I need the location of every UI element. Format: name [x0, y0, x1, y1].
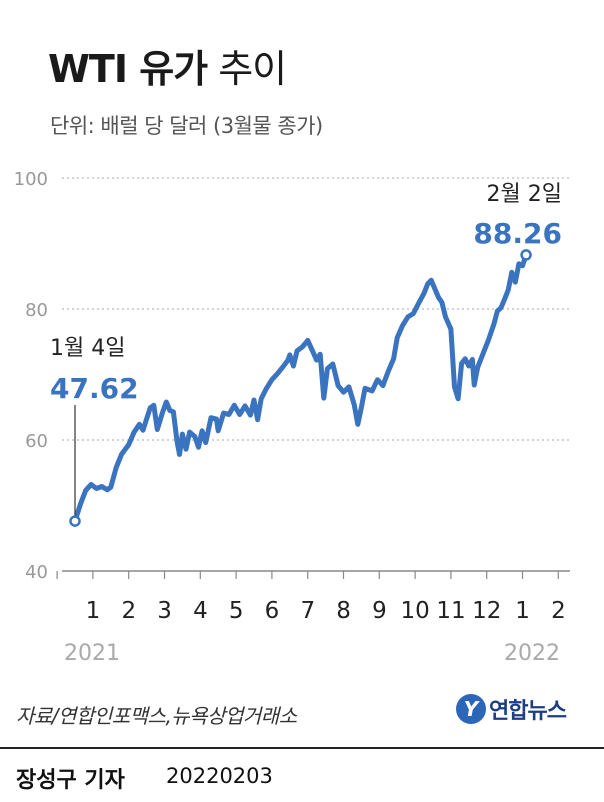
x-tick-label: 9 — [372, 598, 387, 624]
x-tick-label: 1 — [515, 598, 530, 624]
x-tick-label: 12 — [472, 598, 501, 624]
chart-title: WTI 유가 추이 — [48, 38, 287, 93]
y-tick-label: 80 — [25, 300, 48, 321]
source-note: 자료/연합인포맥스,뉴욕상업거래소 — [16, 704, 297, 728]
start-date-label: 1월 4일 — [50, 336, 125, 361]
x-tick-label: 7 — [300, 598, 315, 624]
chart-subtitle: 단위: 배럴 당 달러 (3월물 종가) — [50, 114, 323, 138]
publish-date: 20220203 — [166, 764, 273, 788]
x-tick-label: 2 — [121, 598, 136, 624]
year-label-2022: 2022 — [504, 641, 560, 666]
x-tick-label: 5 — [229, 598, 244, 624]
x-tick-label: 11 — [436, 598, 465, 624]
x-tick-label: 8 — [336, 598, 351, 624]
reporter-name: 장성구 기자 — [16, 768, 125, 793]
yonhap-logo-text: 연합뉴스 — [489, 699, 567, 724]
x-tick-label: 10 — [401, 598, 430, 624]
title-bold: WTI 유가 — [48, 47, 208, 91]
x-tick-label: 2 — [551, 598, 566, 624]
title-normal: 추이 — [218, 47, 287, 91]
x-tick-label: 6 — [265, 598, 280, 624]
y-tick-label: 100 — [14, 169, 48, 190]
end-value-label: 88.26 — [473, 217, 562, 250]
start-value-label: 47.62 — [50, 372, 139, 405]
x-tick-label: 1 — [86, 598, 101, 624]
yonhap-logo: Y 연합뉴스 — [456, 693, 567, 725]
y-tick-label: 40 — [25, 562, 48, 583]
y-tick-label: 60 — [25, 431, 48, 452]
yonhap-logo-icon: Y — [456, 694, 486, 724]
wti-price-line — [72, 252, 529, 524]
x-tick-label: 3 — [157, 598, 172, 624]
start-point-marker — [69, 515, 81, 527]
end-date-label: 2월 2일 — [487, 182, 562, 207]
footer: 장성구 기자 20220203 — [0, 747, 604, 802]
end-point-marker — [520, 249, 532, 261]
year-label-2021: 2021 — [64, 641, 120, 666]
x-tick-label: 4 — [193, 598, 208, 624]
